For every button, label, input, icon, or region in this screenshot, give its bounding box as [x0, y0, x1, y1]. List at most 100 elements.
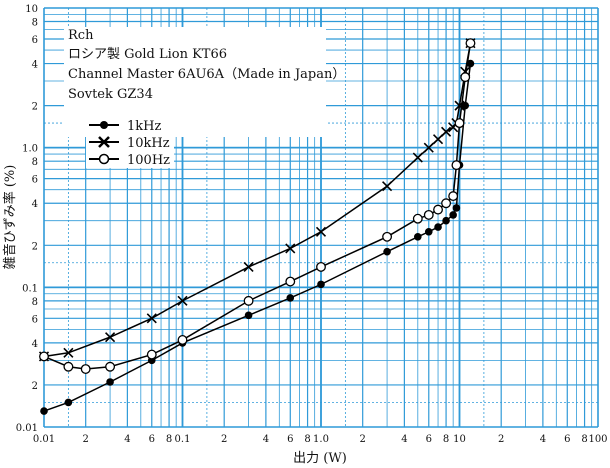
data-point-100Hz: [433, 204, 443, 215]
data-point-1kHz: [40, 407, 48, 415]
y-tick-label: 4: [32, 60, 38, 71]
data-point-1kHz: [466, 59, 475, 68]
data-point-100Hz: [177, 335, 188, 345]
y-tick-label: 0.01: [16, 423, 38, 434]
y-tick-label: 4: [32, 199, 38, 210]
x-tick-label: 8: [166, 434, 172, 445]
annotation-line: Rch: [68, 28, 94, 43]
x-tick-label: 4: [124, 434, 130, 445]
data-point-100Hz: [454, 118, 465, 129]
x-tick-label: 8: [443, 434, 449, 445]
y-tick-label: 10: [25, 4, 38, 15]
data-point-1kHz: [442, 216, 450, 225]
y-tick-label: 2: [32, 102, 38, 113]
data-point-1kHz: [383, 247, 391, 256]
legend-label-10khz: 10kHz: [127, 136, 170, 151]
annotation-line: ロシア製 Gold Lion KT66: [68, 47, 227, 62]
x-tick-label: 6: [426, 434, 432, 445]
x-tick-label: 4: [401, 434, 407, 445]
data-point-10kHz: [63, 347, 74, 358]
y-tick-label: 6: [32, 175, 38, 186]
data-point-100Hz: [460, 72, 471, 83]
data-point-1kHz: [434, 223, 442, 231]
x-tick-label: 6: [564, 434, 570, 445]
data-point-100Hz: [412, 213, 423, 224]
y-axis-label: 雑音ひずみ率 (%): [2, 165, 18, 270]
x-tick-label: 2: [360, 434, 366, 445]
data-point-10kHz: [315, 226, 327, 237]
data-point-100Hz: [316, 261, 326, 272]
data-point-100Hz: [285, 276, 296, 287]
x-marker-icon: [98, 136, 110, 148]
data-point-1kHz: [414, 233, 422, 241]
data-point-1kHz: [461, 101, 470, 110]
y-tick-label: 2: [32, 241, 38, 252]
data-point-10kHz: [382, 181, 393, 192]
y-tick-label: 8: [32, 18, 38, 29]
annotation-block: Rch ロシア製 Gold Lion KT66 Channel Master 6…: [64, 27, 345, 137]
data-point-100Hz: [146, 349, 157, 360]
x-tick-label: 1.0: [313, 434, 329, 445]
data-point-1kHz: [286, 294, 295, 302]
data-point-10kHz: [441, 126, 452, 137]
x-tick-label: 8: [581, 434, 587, 445]
data-point-100Hz: [382, 231, 393, 242]
legend-label-1khz: 1kHz: [127, 119, 161, 134]
y-tick-label: 4: [32, 339, 38, 350]
data-point-100Hz: [243, 295, 254, 306]
y-tick-label: 6: [32, 35, 38, 46]
x-tick-label: 0.1: [175, 434, 191, 445]
y-tick-label: 8: [32, 297, 38, 308]
data-point-100Hz: [105, 361, 116, 372]
series-layer: [38, 38, 476, 415]
x-tick-label: 8: [304, 434, 310, 445]
y-tick-label: 1.0: [22, 144, 38, 155]
legend-label-100hz: 100Hz: [127, 153, 170, 168]
data-point-1kHz: [64, 398, 73, 407]
data-point-10kHz: [412, 152, 423, 163]
data-point-100Hz: [451, 160, 462, 171]
data-point-1kHz: [452, 204, 461, 212]
x-tick-label: 100: [588, 434, 607, 445]
filled-circle-marker-icon: [100, 121, 108, 129]
data-point-1kHz: [449, 211, 457, 219]
x-tick-label: 4: [263, 434, 269, 445]
data-point-1kHz: [424, 227, 433, 236]
x-tick-label: 6: [287, 434, 293, 445]
data-point-100Hz: [465, 38, 476, 49]
data-point-1kHz: [244, 311, 253, 320]
x-tick-label: 6: [149, 434, 155, 445]
x-tick-label: 2: [221, 434, 227, 445]
y-tick-label: 6: [32, 314, 38, 325]
tick-labels: 0.01 2 4 6 8 0.1 2 4 6 8 1.0 2 4 6 8 10 2 4 6 8 1000.0124680…: [16, 4, 608, 445]
y-tick-label: 8: [32, 157, 38, 168]
data-point-100Hz: [80, 364, 91, 374]
data-point-1kHz: [317, 280, 325, 289]
y-tick-label: 2: [32, 381, 38, 392]
data-point-100Hz: [423, 209, 434, 220]
x-tick-label: 4: [540, 434, 546, 445]
data-point-10kHz: [105, 332, 116, 343]
x-axis-label: 出力 (W): [293, 451, 347, 466]
data-point-10kHz: [432, 134, 444, 145]
data-point-10kHz: [177, 295, 188, 306]
x-tick-label: 10: [453, 434, 466, 445]
x-tick-label: 0.01: [33, 434, 55, 445]
data-point-1kHz: [106, 378, 114, 386]
data-point-10kHz: [243, 261, 254, 272]
y-tick-label: 0.1: [22, 283, 38, 294]
annotation-line: Channel Master 6AU6A（Made in Japan）: [68, 67, 345, 82]
data-point-100Hz: [441, 198, 452, 209]
series-line-1kHz: [43, 63, 472, 412]
x-tick-label: 2: [498, 434, 504, 445]
data-point-10kHz: [285, 243, 296, 254]
annotation-line: Sovtek GZ34: [68, 87, 153, 102]
legend: 1kHz 10kHz 100Hz: [86, 116, 174, 168]
data-point-100Hz: [39, 351, 49, 362]
data-point-10kHz: [454, 100, 465, 111]
data-point-10kHz: [423, 142, 434, 153]
x-tick-label: 2: [83, 434, 89, 445]
open-circle-marker-icon: [98, 153, 110, 165]
